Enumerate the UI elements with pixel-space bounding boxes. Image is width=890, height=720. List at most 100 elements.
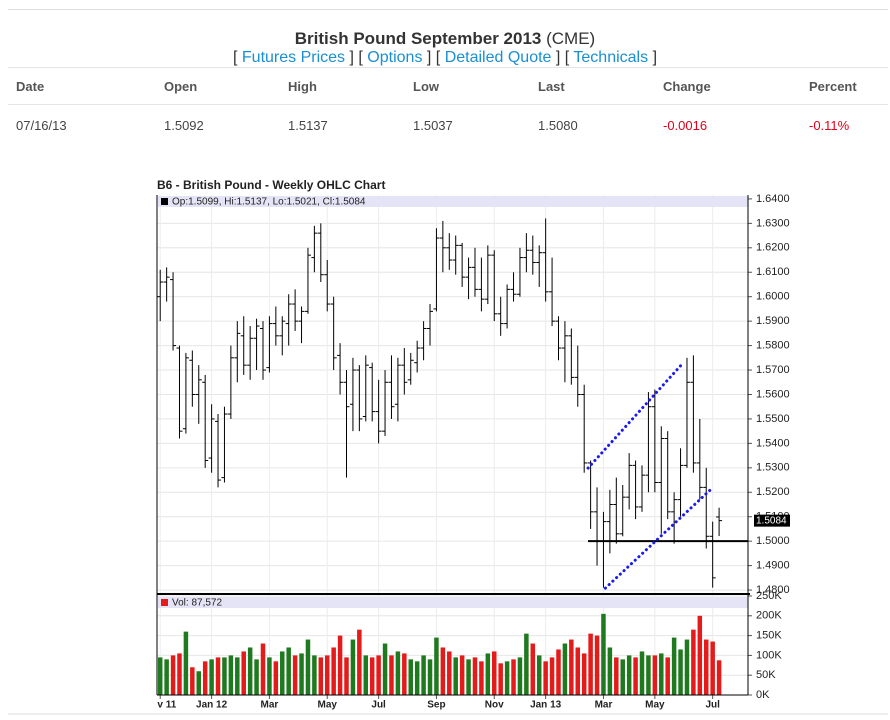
nav-link[interactable]: Technicals	[573, 49, 649, 66]
x-tick-label: Mar	[261, 700, 279, 711]
volume-bar	[421, 655, 426, 695]
bracket: [	[358, 49, 363, 66]
nav-link[interactable]: Detailed Quote	[444, 49, 552, 66]
nav-links: [ Futures Prices ] [ Options ] [ Detaile…	[0, 49, 890, 67]
last-price-label: 1.5084	[756, 515, 787, 526]
table-cell: 1.5137	[288, 118, 328, 133]
y-tick-label: 1.6100	[756, 266, 790, 278]
volume-bar	[222, 657, 227, 695]
nav-link[interactable]: Options	[367, 49, 423, 66]
x-tick-label: Sep	[427, 700, 445, 711]
x-axis-labels: Nov 11 Jan 12 Mar May Jul Sep Nov Jan 13 Mar May J…	[144, 700, 720, 711]
y-tick-label: 1.6000	[756, 291, 790, 303]
volume-bar	[260, 643, 266, 695]
volume-bar	[286, 647, 291, 695]
volume-bar	[408, 659, 413, 695]
trend-line	[586, 361, 685, 470]
volume-bar	[652, 655, 658, 695]
bracket: ]	[349, 49, 354, 66]
volume-bar	[170, 655, 176, 695]
table-cell: 07/16/13	[16, 118, 67, 133]
volume-bar	[601, 613, 606, 695]
volume-bar	[318, 657, 324, 695]
volume-bar	[247, 647, 253, 695]
volume-bar	[639, 651, 645, 695]
volume-bar	[620, 659, 625, 695]
volume-bar	[710, 641, 715, 695]
x-tick-label: Jan 12	[196, 700, 228, 711]
volume-bar	[434, 637, 439, 695]
legend-text: Vol: 87,572	[172, 598, 222, 609]
x-tick-label: Nov 11	[144, 700, 177, 711]
volume-bar	[671, 637, 677, 695]
legend-swatch	[161, 198, 168, 205]
legend-band	[158, 597, 748, 608]
volume-bar	[254, 659, 259, 695]
volume-bar	[235, 657, 240, 695]
column-header: Open	[164, 79, 198, 94]
x-tick-label: Jan 13	[530, 700, 562, 711]
volume-bar	[164, 659, 169, 695]
volume-bar	[453, 657, 458, 695]
volume-bar	[543, 661, 548, 695]
volume-bar	[588, 633, 593, 695]
volume-bar	[402, 653, 407, 695]
x-tick-label: Jul	[371, 700, 386, 711]
contract-name: British Pound September 2013	[294, 29, 542, 48]
last-price-box	[754, 514, 790, 527]
volume-bar	[703, 639, 709, 695]
volume-bar	[440, 647, 446, 695]
column-header: Last	[538, 79, 565, 94]
y-tick-label: 1.5600	[756, 388, 790, 400]
bracket: ]	[426, 49, 432, 66]
volume-bar	[395, 651, 401, 695]
volume-bar	[646, 655, 651, 695]
volume-bar	[581, 653, 587, 695]
bracket: [	[564, 49, 570, 66]
volume-bar	[466, 659, 471, 695]
divider	[8, 9, 888, 10]
volume-bar	[427, 659, 433, 695]
y-tick-label: 1.5200	[756, 486, 790, 498]
bracket: [	[232, 49, 238, 66]
volume-bar	[190, 667, 195, 695]
x-tick-label: Jul	[705, 700, 720, 711]
volume-bar	[594, 635, 600, 695]
table-cell: -0.0016	[663, 118, 708, 133]
y-tick-label: 1.4800	[756, 584, 790, 596]
volume-bar	[389, 655, 394, 695]
divider	[8, 104, 888, 105]
volume-bar	[299, 653, 304, 695]
volume-bar	[562, 643, 568, 695]
table-cell: -0.11%	[809, 118, 850, 133]
volume-bar	[504, 661, 510, 695]
y-tick-label: 200K	[756, 610, 782, 622]
y-tick-label: 1.6200	[756, 242, 790, 254]
legend-text: Op:1.5099, Hi:1.5137, Lo:1.5021, Cl:1.50…	[172, 197, 366, 208]
y-tick-label: 1.5700	[756, 364, 790, 376]
y-tick-label: 150K	[756, 630, 782, 642]
y-tick-label: 50K	[756, 669, 776, 681]
volume-bar	[511, 659, 516, 695]
volume-bar	[485, 653, 491, 695]
volume-bar	[678, 649, 683, 695]
volume-bar	[556, 649, 561, 695]
chart-title: B6 - British Pound - Weekly OHLC Chart	[157, 178, 385, 192]
y-tick-label: 1.4900	[756, 560, 790, 572]
x-tick-label: Mar	[595, 700, 613, 711]
volume-bar	[196, 671, 202, 695]
volume-bar	[536, 655, 542, 695]
nav-link[interactable]: Futures Prices	[241, 49, 346, 66]
volume-bar	[459, 655, 465, 695]
volume-bar	[472, 657, 478, 695]
volume-bar	[177, 653, 182, 695]
volume-bar	[337, 635, 343, 695]
column-header: Low	[413, 79, 439, 94]
volume-bar	[241, 651, 246, 695]
x-tick-label: May	[318, 700, 338, 711]
volume-bar	[530, 643, 536, 695]
y-tick-label: 1.6400	[756, 193, 790, 205]
bracket: ]	[555, 49, 561, 66]
exchange: (CME)	[546, 29, 596, 48]
